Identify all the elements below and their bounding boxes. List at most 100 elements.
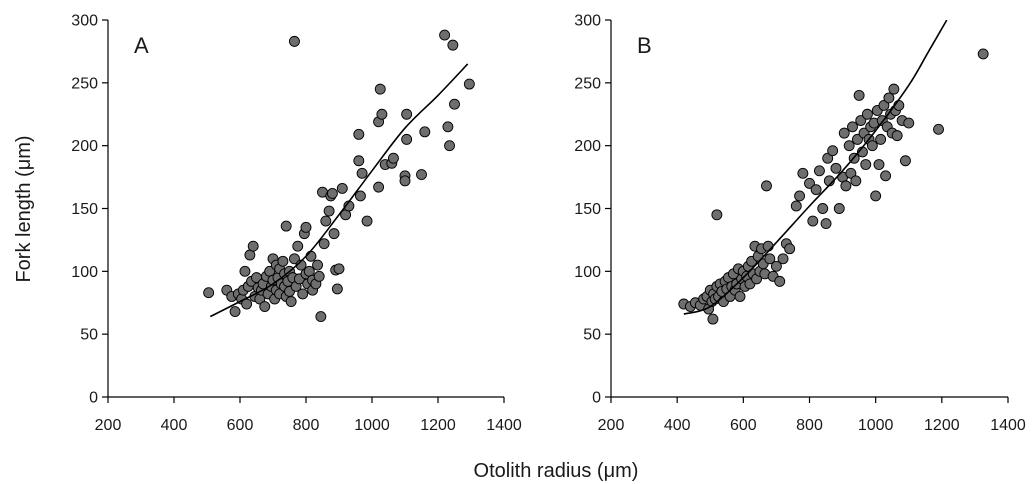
data-point: [770, 260, 782, 272]
x-tick-label: 1200: [924, 417, 960, 434]
y-tick-label: 200: [71, 138, 98, 155]
data-point: [838, 127, 850, 139]
data-point: [401, 133, 413, 145]
data-point: [807, 215, 819, 227]
y-tick-label: 0: [592, 390, 601, 407]
data-point: [399, 175, 411, 187]
data-point: [804, 177, 815, 189]
data-point: [439, 29, 451, 41]
y-tick-label: 100: [71, 264, 98, 281]
panel-label: B: [637, 33, 652, 58]
x-tick-label: 600: [227, 417, 254, 434]
panel-b: 0 50 100 150 200 250 300 200 400 600 800 1000 1200 14…: [574, 13, 1026, 435]
x-tick-label: 1400: [990, 417, 1026, 434]
data-point: [875, 133, 887, 145]
data-point: [860, 159, 872, 170]
data-point: [449, 98, 460, 110]
data-point: [830, 162, 842, 174]
data-point: [315, 311, 327, 323]
data-point: [850, 175, 862, 187]
data-point: [797, 167, 809, 179]
data-point: [323, 205, 335, 217]
fit-curve: [209, 63, 469, 318]
y-tick-label: 100: [574, 264, 601, 281]
y-tick-label: 300: [71, 13, 98, 30]
data-point: [734, 291, 746, 302]
x-tick-label: 800: [796, 417, 823, 434]
data-point: [820, 218, 832, 230]
x-tick-label: 1200: [420, 417, 456, 434]
data-point: [855, 115, 867, 126]
data-point: [840, 180, 852, 192]
data-point: [878, 100, 890, 111]
data-point: [416, 169, 427, 181]
data-point: [259, 301, 271, 312]
data-point: [790, 200, 802, 212]
data-point: [933, 123, 944, 135]
x-tick-label: 1400: [486, 417, 522, 434]
y-tick-label: 50: [583, 327, 601, 344]
data-point: [873, 159, 885, 170]
y-axis-title: Fork length (μm): [13, 135, 35, 282]
data-point: [331, 283, 343, 295]
y-tick-label: 250: [71, 75, 98, 92]
data-point: [777, 253, 789, 265]
data-point: [292, 240, 304, 252]
data-point: [297, 288, 309, 300]
data-point: [305, 250, 317, 262]
y-tick-label: 0: [89, 390, 98, 407]
data-point: [356, 167, 368, 179]
data-point: [833, 203, 845, 214]
y-tick-label: 300: [574, 13, 601, 30]
data-point: [388, 152, 399, 164]
data-point: [355, 190, 366, 202]
data-point: [762, 240, 774, 252]
data-point: [320, 215, 332, 227]
data-point: [328, 228, 340, 240]
data-point: [353, 128, 365, 140]
data-point: [711, 209, 723, 221]
data-point: [289, 35, 300, 47]
data-point: [289, 253, 300, 265]
panel-a: 0 50 100 150 200 250 300 200 400 600 800 1000 1200 14…: [71, 13, 522, 435]
data-point: [843, 140, 855, 152]
data-point: [794, 190, 806, 202]
data-point: [312, 259, 323, 271]
data-point: [280, 220, 292, 232]
data-point: [419, 126, 431, 138]
data-point: [861, 108, 873, 120]
data-point: [774, 275, 786, 287]
y-tick-label: 50: [80, 327, 98, 344]
data-point: [239, 265, 251, 277]
y-tick-label: 250: [574, 75, 601, 92]
x-axis-title: Otolith radius (μm): [474, 460, 639, 482]
data-point: [333, 263, 345, 275]
data-point: [707, 313, 719, 325]
x-tick-label: 200: [598, 417, 625, 434]
data-point: [463, 78, 475, 90]
data-point: [810, 184, 822, 196]
data-point: [813, 165, 825, 177]
y-tick-label: 200: [574, 138, 601, 155]
y-tick-label: 150: [71, 201, 98, 218]
data-point: [891, 130, 903, 142]
data-point: [361, 215, 373, 227]
data-point: [313, 270, 325, 282]
x-tick-label: 600: [730, 417, 757, 434]
data-point: [817, 203, 829, 214]
data-point: [353, 155, 365, 167]
data-point: [247, 240, 259, 252]
data-point: [203, 287, 215, 299]
data-point: [229, 306, 241, 317]
data-point: [442, 121, 454, 133]
data-point: [822, 152, 834, 164]
data-point: [318, 238, 330, 250]
data-point: [880, 170, 892, 182]
data-point: [852, 133, 863, 145]
data-point: [883, 92, 895, 104]
x-tick-label: 800: [293, 417, 320, 434]
data-point: [373, 181, 385, 193]
data-point: [285, 296, 297, 307]
panel-label: A: [134, 33, 149, 58]
